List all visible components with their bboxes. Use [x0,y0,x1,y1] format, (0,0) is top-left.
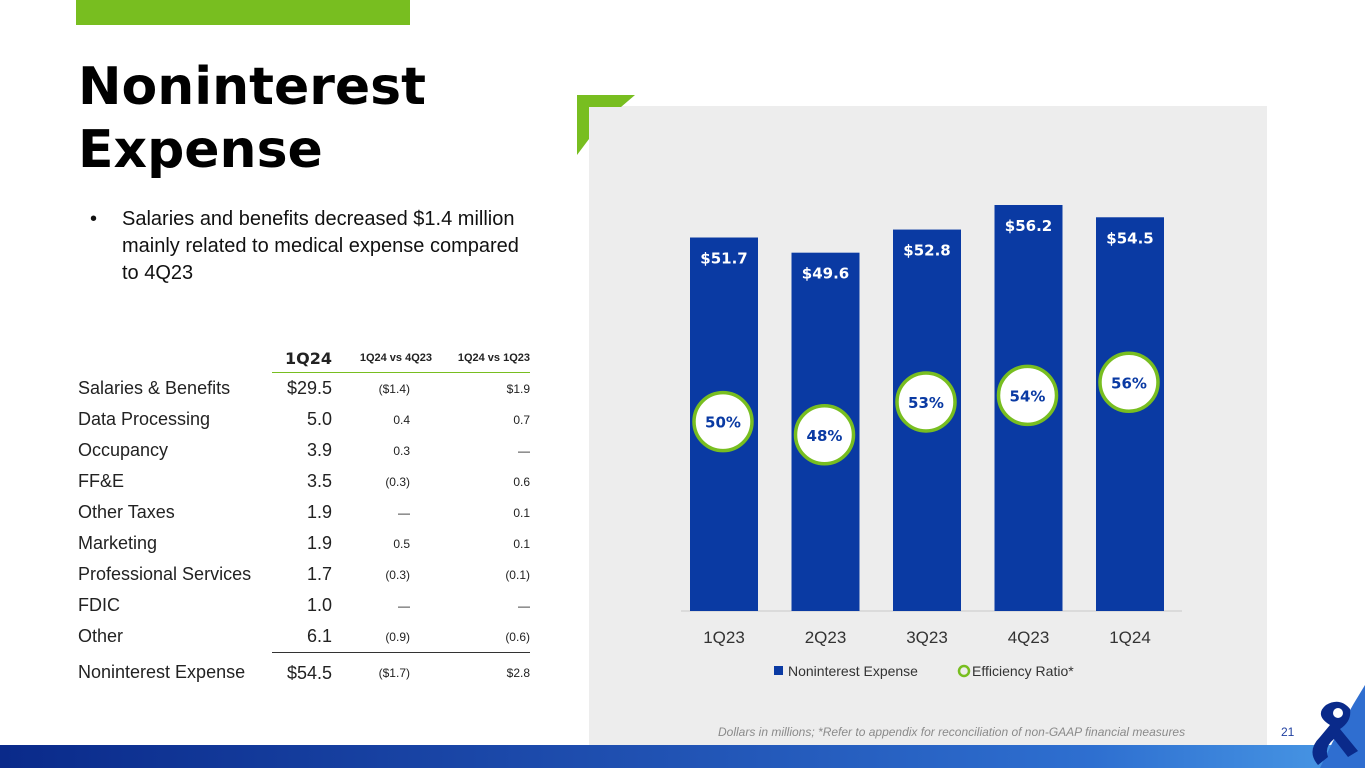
row-vs-4q23: 0.3 [393,443,410,458]
row-label: Salaries & Benefits [78,377,231,398]
table-row: Professional Services 1.7 (0.3) (0.1) [74,559,530,590]
table-row: Marketing 1.9 0.5 0.1 [74,528,530,559]
row-1q24: 1.9 [306,533,332,553]
footnote: Dollars in millions; *Refer to appendix … [718,725,1186,739]
total-label: Noninterest Expense [78,662,246,683]
expense-chart: $51.7 1Q23 50% $49.6 2Q23 48% $52.8 3Q23 53% $56.… [681,205,1182,679]
ratio-marker [793,404,856,466]
table-row: FDIC 1.0 — — [74,590,530,621]
row-vs-4q23: ($1.4) [378,381,410,396]
row-label: Other Taxes [78,502,175,522]
x-tick-label: 3Q23 [906,628,948,647]
row-1q24: 3.9 [306,440,332,460]
row-1q24: 1.7 [306,564,332,584]
header-blank [74,344,272,373]
x-tick-label: 1Q24 [1109,628,1151,647]
bottom-band [0,745,1365,768]
row-vs-1q23: 0.7 [513,412,530,427]
ratio-label: 48% [807,427,843,445]
bar-label: $52.8 [903,242,950,260]
row-1q24: $29.5 [286,378,332,398]
row-vs-4q23: (0.3) [385,474,410,489]
expense-table: 1Q24 1Q24 vs 4Q23 1Q24 vs 1Q23 Salaries … [74,344,530,693]
row-vs-1q23: 0.6 [513,474,530,489]
row-label: FF&E [78,471,125,491]
row-label: Other [78,626,124,647]
total-vs-1q23: $2.8 [506,666,530,680]
row-vs-1q23: (0.6) [432,621,530,653]
row-vs-4q23: 0.5 [393,536,410,551]
row-vs-4q23: — [398,505,410,520]
bar-label: $49.6 [802,265,849,283]
ratio-label: 54% [1010,387,1046,405]
row-vs-1q23: — [518,443,530,458]
ratio-marker [692,390,754,453]
row-vs-1q23: 0.1 [513,536,530,551]
ratio-marker [1098,351,1160,413]
total-row: Noninterest Expense $54.5 ($1.7) $2.8 [74,653,530,694]
row-1q24: 5.0 [306,409,332,429]
page-number: 21 [1281,725,1295,739]
accent-bar [76,0,410,25]
ratio-label: 56% [1111,374,1147,392]
ratio-label: 50% [705,414,741,432]
row-1q24: 1.0 [306,595,332,615]
legend-label-expense: Noninterest Expense [788,663,918,679]
bar-1q24 [1096,217,1164,611]
row-1q24: 6.1 [272,621,332,653]
legend-label-ratio: Efficiency Ratio* [972,663,1074,679]
header-1q24: 1Q24 [272,344,332,373]
ratio-marker [996,364,1059,427]
row-vs-4q23: 0.4 [393,412,410,427]
total-vs-4q23: ($1.7) [378,666,410,680]
row-vs-1q23: $1.9 [506,381,530,396]
table-row: FF&E 3.5 (0.3) 0.6 [74,466,530,497]
row-label: Data Processing [78,409,211,429]
row-label: Marketing [78,533,158,553]
bullet-point: • Salaries and benefits decreased $1.4 m… [90,206,540,287]
row-label: FDIC [78,595,120,615]
total-1q24: $54.5 [286,662,332,683]
bullet-dot: • [90,208,98,230]
x-tick-label: 1Q23 [703,628,745,647]
legend-swatch-ratio [957,664,971,678]
row-1q24: 1.9 [306,502,332,522]
header-vs-1q23: 1Q24 vs 1Q23 [432,344,530,373]
header-vs-4q23: 1Q24 vs 4Q23 [332,344,432,373]
row-vs-4q23: (0.3) [385,567,410,582]
table-row: Data Processing 5.0 0.4 0.7 [74,404,530,435]
table-row: Salaries & Benefits $29.5 ($1.4) $1.9 [74,373,530,405]
row-label: Professional Services [78,564,252,584]
bullet-text: Salaries and benefits decreased $1.4 mil… [122,208,519,284]
ratio-marker [895,371,957,433]
x-tick-label: 2Q23 [805,628,847,647]
ampersand-logo-icon [1312,685,1365,768]
ratio-label: 53% [908,394,944,412]
table-row: Other 6.1 (0.9) (0.6) [74,621,530,653]
table-row: Occupancy 3.9 0.3 — [74,435,530,466]
bar-label: $54.5 [1106,229,1153,247]
row-1q24: 3.5 [306,471,332,491]
table-header: 1Q24 1Q24 vs 4Q23 1Q24 vs 1Q23 [74,344,530,373]
row-vs-1q23: — [518,598,530,613]
row-vs-4q23: — [398,598,410,613]
legend-swatch-expense [774,666,783,675]
page-title: Noninterest Expense [78,57,426,180]
bar-label: $51.7 [700,250,747,268]
row-vs-1q23: (0.1) [505,567,530,582]
row-label: Occupancy [78,440,169,460]
x-tick-label: 4Q23 [1008,628,1050,647]
row-vs-4q23: (0.9) [332,621,432,653]
table-row: Other Taxes 1.9 — 0.1 [74,497,530,528]
bar-label: $56.2 [1005,217,1052,235]
row-vs-1q23: 0.1 [513,505,530,520]
corner-bracket [577,95,635,155]
